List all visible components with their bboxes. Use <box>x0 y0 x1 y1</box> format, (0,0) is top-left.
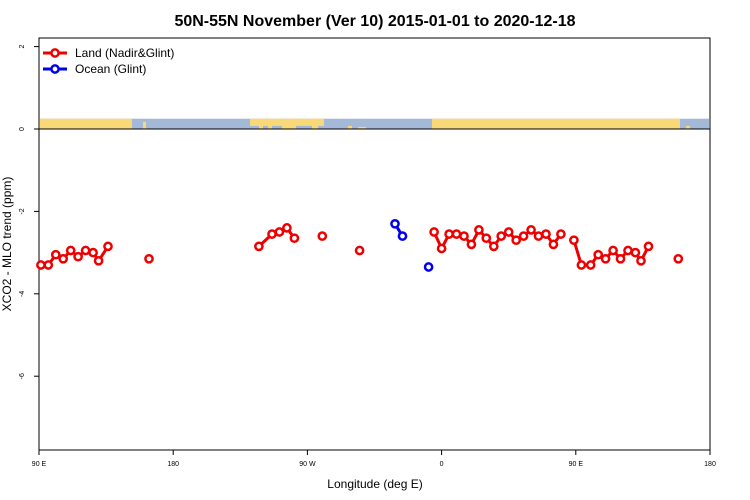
data-point <box>541 229 551 239</box>
x-axis: 90 E 180 90 W 0 90 E 180 <box>32 450 716 468</box>
data-point <box>503 227 514 237</box>
data-point <box>615 253 626 264</box>
strip-land-8 <box>358 126 366 129</box>
data-point <box>103 241 113 252</box>
data-point <box>593 249 604 260</box>
data-point <box>390 218 400 229</box>
data-point <box>58 253 69 264</box>
data-point <box>317 231 328 241</box>
data-point <box>93 255 104 266</box>
y-axis-label: XCO2 - MLO trend (ppm) <box>0 177 14 312</box>
chart-title: 50N-55N November (Ver 10) 2015-01-01 to … <box>174 13 575 30</box>
data-point <box>474 225 484 235</box>
data-point <box>569 235 579 246</box>
legend-ocean-marker <box>50 64 60 74</box>
data-point <box>608 245 618 256</box>
x-tick-label: 0 <box>440 461 444 468</box>
data-point <box>481 233 492 244</box>
y-axis: 2 0 -2 -4 -6 <box>19 45 39 379</box>
data-point <box>65 245 76 256</box>
strip-land-9 <box>432 118 680 129</box>
data-point <box>496 231 507 241</box>
data-point <box>630 247 641 258</box>
data-point <box>600 253 611 264</box>
strip-ocean <box>40 118 709 129</box>
strip-land-1 <box>143 121 146 129</box>
land-ocean-strip <box>40 118 709 129</box>
strip-land-4 <box>268 118 272 129</box>
data-point <box>451 229 462 239</box>
data-point <box>397 231 408 241</box>
strip-land-5 <box>282 122 296 129</box>
data-point <box>636 255 646 266</box>
y-tick-label: -6 <box>19 373 26 379</box>
data-point <box>144 253 154 264</box>
legend-ocean-label: Ocean (Glint) <box>75 62 146 76</box>
strip-land-2 <box>250 118 324 126</box>
data-point <box>267 229 277 239</box>
y-tick-label: 2 <box>19 45 26 49</box>
data-point <box>80 245 91 256</box>
data-point <box>436 243 447 254</box>
data-point <box>623 245 633 256</box>
data-point <box>274 227 285 237</box>
data-point <box>88 247 98 258</box>
x-tick-label: 180 <box>167 461 179 468</box>
data-point <box>73 251 83 262</box>
strip-land-0 <box>40 118 132 129</box>
strip-land-7 <box>348 125 352 129</box>
data-point <box>518 231 529 241</box>
x-tick-label: 90 E <box>32 461 47 468</box>
data-point <box>488 241 499 252</box>
legend: Land (Nadir&Glint) Ocean (Glint) <box>43 46 174 76</box>
data-point <box>43 260 54 270</box>
strip-land-10 <box>455 121 458 129</box>
data-point <box>282 223 292 233</box>
data-point <box>556 229 566 239</box>
x-tick-label: 90 E <box>569 461 584 468</box>
strip-land-3 <box>259 118 263 129</box>
data-point <box>36 260 46 270</box>
legend-land-marker <box>50 48 60 58</box>
data-point <box>466 239 477 250</box>
data-point <box>50 249 61 260</box>
series-ocean <box>390 218 434 272</box>
x-tick-label: 90 W <box>299 461 316 468</box>
data-point <box>444 229 454 239</box>
data-point <box>459 231 469 241</box>
y-tick-label: -2 <box>19 208 26 214</box>
data-point <box>533 231 544 241</box>
data-point <box>429 227 439 237</box>
data-point <box>548 239 559 250</box>
data-point <box>511 235 522 246</box>
data-point <box>526 225 536 235</box>
x-axis-label: Longitude (deg E) <box>327 477 422 491</box>
plot-frame <box>38 37 711 451</box>
data-point <box>673 253 684 264</box>
data-point <box>254 241 264 252</box>
data-point <box>354 245 365 256</box>
strip-land-11 <box>527 124 536 129</box>
data-point <box>585 260 596 270</box>
series-land <box>36 223 684 270</box>
strip-land-12 <box>672 118 676 129</box>
x-tick-label: 180 <box>704 461 716 468</box>
data-point <box>576 260 587 270</box>
y-tick-label: -4 <box>19 291 26 297</box>
y-tick-label: 0 <box>19 127 26 131</box>
strip-land-6 <box>312 118 318 129</box>
data-point <box>423 262 434 272</box>
series-layer <box>36 218 684 272</box>
data-point <box>643 241 654 252</box>
data-point <box>289 233 300 244</box>
legend-land-label: Land (Nadir&Glint) <box>75 46 174 60</box>
strip-land-13 <box>686 125 690 129</box>
